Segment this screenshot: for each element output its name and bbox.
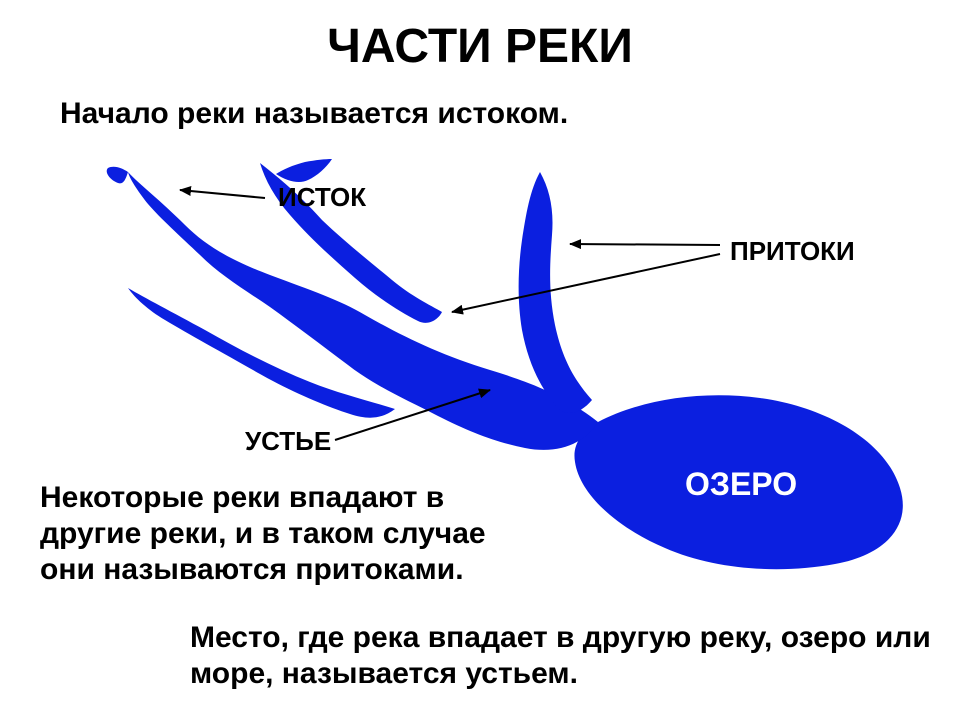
river-istok-tip	[107, 167, 128, 184]
river-tributary-1b	[276, 159, 332, 182]
paragraph-mouth: Место, где река впадает в другую реку, о…	[190, 620, 940, 692]
label-source: ИСТОК	[278, 182, 366, 212]
label-mouth: УСТЬЕ	[245, 426, 331, 456]
arrow-tributary-1	[570, 244, 720, 245]
river-tributary-2	[519, 172, 592, 413]
arrow-tributary-2	[452, 254, 720, 312]
label-lake: ОЗЕРО	[685, 466, 797, 502]
arrow-source	[180, 190, 265, 198]
arrows	[180, 190, 720, 440]
label-tributaries: ПРИТОКИ	[730, 236, 855, 266]
paragraph-tributary: Некоторые реки впадают в другие реки, и …	[40, 480, 540, 588]
river-diagram: ИСТОК ПРИТОКИ УСТЬЕ ОЗЕРО	[0, 0, 960, 720]
